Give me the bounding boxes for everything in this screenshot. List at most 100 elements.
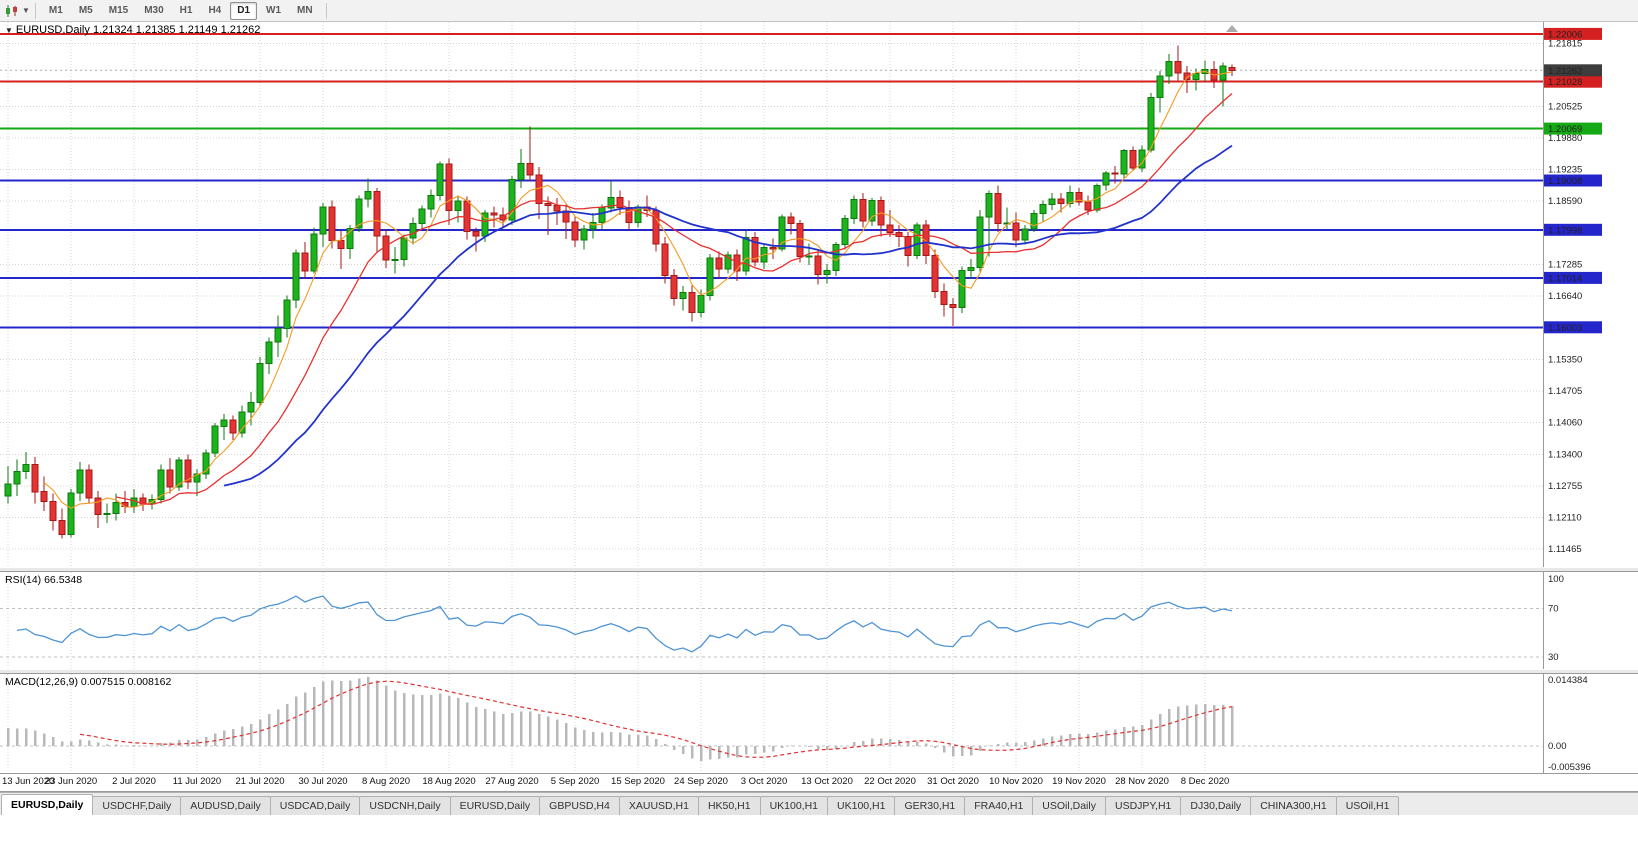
date-label: 31 Oct 2020 bbox=[927, 776, 979, 787]
timeframe-button-h4[interactable]: H4 bbox=[208, 4, 222, 16]
chart-tab-china300-h1[interactable]: CHINA300,H1 bbox=[1250, 796, 1337, 815]
toolbar-separator bbox=[325, 2, 327, 19]
candlestick-series bbox=[4, 45, 1236, 539]
svg-text:1.17014: 1.17014 bbox=[1548, 273, 1582, 284]
price-axis-badge: 1.21028 bbox=[1544, 75, 1602, 88]
price-pane: ▼ EURUSD,Daily 1.21324 1.21385 1.21149 1.… bbox=[0, 22, 1638, 567]
svg-text:70: 70 bbox=[1548, 603, 1559, 614]
chart-tab-ger30-h1[interactable]: GER30,H1 bbox=[894, 796, 966, 815]
svg-text:1.14705: 1.14705 bbox=[1548, 386, 1582, 397]
price-axis-badge: 1.17998 bbox=[1544, 223, 1602, 236]
chart-tab-hk50-h1[interactable]: HK50,H1 bbox=[697, 796, 761, 815]
timeframe-button-h1[interactable]: H1 bbox=[179, 4, 193, 16]
date-label: 8 Dec 2020 bbox=[1180, 776, 1230, 787]
svg-text:1.12110: 1.12110 bbox=[1548, 513, 1582, 524]
timeframe-button-mn[interactable]: MN bbox=[297, 4, 313, 16]
date-label: 28 Nov 2020 bbox=[1115, 776, 1169, 787]
svg-text:1.17285: 1.17285 bbox=[1548, 260, 1582, 271]
timeframe-button-w1[interactable]: W1 bbox=[266, 4, 282, 16]
price-axis-badge: 1.20069 bbox=[1544, 122, 1602, 135]
date-label: 30 Jul 2020 bbox=[298, 776, 348, 787]
timeframe-button-m5[interactable]: M5 bbox=[78, 4, 93, 16]
svg-text:1.14060: 1.14060 bbox=[1548, 417, 1582, 428]
rsi-label: RSI(14) 66.5348 bbox=[5, 574, 83, 586]
svg-text:1.20069: 1.20069 bbox=[1548, 124, 1582, 135]
svg-text:1.18590: 1.18590 bbox=[1548, 196, 1582, 207]
chart-tab-dj30-daily[interactable]: DJ30,Daily bbox=[1180, 796, 1252, 815]
macd-histogram bbox=[6, 677, 1234, 761]
top-toolbar: ▼ M1 M5 M15 M30 H1 H4 D1 W1 MN bbox=[0, 0, 1638, 22]
macd-axis-labels: 0.014384 0.00 -0.005396 bbox=[1548, 675, 1591, 773]
date-label: 5 Sep 2020 bbox=[550, 776, 600, 787]
svg-text:-0.005396: -0.005396 bbox=[1548, 762, 1591, 773]
date-axis: 13 Jun 2020 23 Jun 2020 2 Jul 2020 11 Jul 2… bbox=[0, 773, 1638, 791]
svg-text:1.19235: 1.19235 bbox=[1548, 164, 1582, 175]
bottom-strip bbox=[0, 815, 1638, 847]
date-label: 3 Oct 2020 bbox=[740, 776, 788, 787]
svg-text:1.13400: 1.13400 bbox=[1548, 450, 1582, 461]
chart-tab-eurusd-daily[interactable]: EURUSD,Daily bbox=[1, 794, 94, 815]
chart-dropdown-icon[interactable]: ▼ bbox=[5, 26, 13, 35]
svg-text:1.16003: 1.16003 bbox=[1548, 323, 1582, 334]
candlestick-icon bbox=[6, 4, 17, 17]
chart-symbol-label: EURUSD,Daily bbox=[15, 24, 90, 36]
macd-pane: MACD(12,26,9) 0.007515 0.008162 0.014384… bbox=[0, 674, 1638, 773]
chart-tab-usdjpy-h1[interactable]: USDJPY,H1 bbox=[1104, 796, 1182, 815]
timeframe-button-m30[interactable]: M30 bbox=[144, 4, 164, 16]
date-label: 24 Sep 2020 bbox=[674, 776, 728, 787]
svg-text:1.20525: 1.20525 bbox=[1548, 101, 1582, 112]
price-axis-ticks: 1.21815 1.20525 1.19880 1.19235 1.18590 1.172… bbox=[1548, 38, 1582, 555]
chevron-down-icon: ▼ bbox=[22, 6, 30, 15]
timeframe-button-m1[interactable]: M1 bbox=[48, 4, 63, 16]
chart-tab-gbpusd-h4[interactable]: GBPUSD,H4 bbox=[539, 796, 620, 815]
svg-text:1.11465: 1.11465 bbox=[1548, 544, 1582, 555]
chart-type-icon[interactable]: ▼ bbox=[4, 4, 30, 18]
svg-text:1.12755: 1.12755 bbox=[1548, 481, 1582, 492]
price-axis-badge: 1.21262 bbox=[1544, 64, 1602, 77]
chart-tab-usdcnh-daily[interactable]: USDCNH,Daily bbox=[359, 796, 451, 815]
date-label: 22 Oct 2020 bbox=[864, 776, 916, 787]
price-chart[interactable]: 1.21815 1.20525 1.19880 1.19235 1.18590 1.172… bbox=[0, 22, 1638, 567]
chart-window: ▼ EURUSD,Daily 1.21324 1.21385 1.21149 1.… bbox=[0, 22, 1638, 792]
date-label: 15 Sep 2020 bbox=[611, 776, 665, 787]
chart-tab-fra40-h1[interactable]: FRA40,H1 bbox=[964, 796, 1034, 815]
svg-text:1.21028: 1.21028 bbox=[1548, 77, 1582, 88]
timeframe-button-m15[interactable]: M15 bbox=[108, 4, 129, 16]
rsi-pane: RSI(14) 66.5348 100 70 30 bbox=[0, 572, 1638, 669]
date-label: 13 Oct 2020 bbox=[801, 776, 853, 787]
chart-tab-usdchf-daily[interactable]: USDCHF,Daily bbox=[92, 796, 182, 815]
date-label: 11 Jul 2020 bbox=[172, 776, 222, 787]
chart-tab-uk100-h1[interactable]: UK100,H1 bbox=[759, 796, 829, 815]
date-label: 23 Jun 2020 bbox=[44, 776, 98, 787]
chart-tab-eurusd-daily[interactable]: EURUSD,Daily bbox=[449, 796, 541, 815]
svg-text:1.15350: 1.15350 bbox=[1548, 354, 1582, 365]
macd-signal-line bbox=[79, 680, 1233, 758]
support-resistance-lines bbox=[0, 32, 1543, 329]
ma-line-13 bbox=[115, 93, 1233, 506]
svg-text:1.19880: 1.19880 bbox=[1548, 133, 1582, 144]
ma-line-25 bbox=[223, 144, 1233, 487]
price-axis-badge: 1.19008 bbox=[1544, 174, 1602, 187]
rsi-chart[interactable]: 100 70 30 bbox=[0, 572, 1638, 669]
chart-tab-usdcad-daily[interactable]: USDCAD,Daily bbox=[269, 796, 361, 815]
date-label: 8 Aug 2020 bbox=[361, 776, 411, 787]
chart-tab-audusd-daily[interactable]: AUDUSD,Daily bbox=[180, 796, 271, 815]
price-axis-badge: 1.16003 bbox=[1544, 321, 1602, 334]
rsi-line bbox=[16, 595, 1233, 653]
macd-chart[interactable]: 0.014384 0.00 -0.005396 bbox=[0, 674, 1638, 773]
chart-tab-uk100-h1[interactable]: UK100,H1 bbox=[827, 796, 896, 815]
svg-text:1.16640: 1.16640 bbox=[1548, 291, 1582, 302]
timeframe-button-d1[interactable]: D1 bbox=[230, 1, 258, 20]
chart-tab-usoil-h1[interactable]: USOil,H1 bbox=[1335, 796, 1400, 815]
date-label: 10 Nov 2020 bbox=[989, 776, 1043, 787]
chart-tab-xauusd-h1[interactable]: XAUUSD,H1 bbox=[618, 796, 699, 815]
toolbar-separator bbox=[34, 2, 36, 19]
chart-tab-usoil-daily[interactable]: USOil,Daily bbox=[1032, 796, 1106, 815]
svg-text:1.22006: 1.22006 bbox=[1548, 29, 1582, 40]
svg-text:1.21815: 1.21815 bbox=[1548, 38, 1582, 49]
date-label: 19 Nov 2020 bbox=[1052, 776, 1106, 787]
horizontal-gridlines bbox=[0, 42, 1543, 550]
pane-separator[interactable] bbox=[0, 567, 1638, 572]
vertical-gridlines bbox=[7, 22, 1206, 567]
pane-separator[interactable] bbox=[0, 669, 1638, 674]
